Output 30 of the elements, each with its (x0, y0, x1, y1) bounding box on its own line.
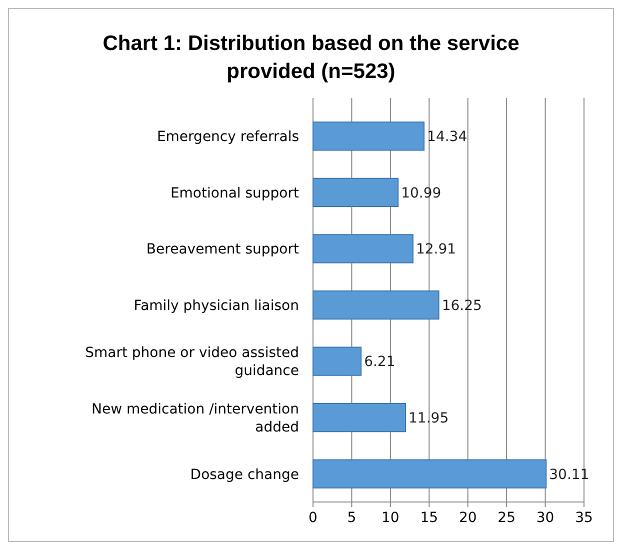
y-tick-label: Dosage change (190, 466, 299, 483)
bar (312, 122, 425, 151)
x-tick-label: 20 (458, 510, 477, 526)
y-tick-label: Smart phone or video assisted guidance (85, 345, 299, 380)
data-label: 11.95 (408, 410, 449, 426)
data-label: 14.34 (427, 129, 468, 146)
x-tick-label: 35 (575, 510, 593, 526)
x-tick-label: 10 (382, 510, 400, 526)
y-tick-label: Family physician liaison (134, 298, 299, 314)
bar (312, 290, 440, 320)
bar (312, 178, 399, 207)
data-label: 10.99 (401, 185, 442, 202)
y-tick-label: Emotional support (170, 185, 300, 202)
x-tick-label: 30 (536, 510, 554, 526)
data-label: 6.21 (364, 354, 396, 370)
chart-title: Chart 1: Distribution based on the service provided (n=523) (102, 32, 520, 83)
y-tick-label: New medication /intervention added (92, 401, 299, 436)
x-tick-label: 5 (347, 510, 356, 526)
data-label: 12.91 (416, 242, 456, 258)
bar (312, 403, 406, 432)
bar (312, 234, 414, 264)
x-tick-label: 15 (420, 510, 438, 526)
y-tick-label: Bereavement support (146, 242, 300, 258)
data-label: 30.11 (549, 466, 590, 483)
data-label: 16.25 (442, 298, 482, 314)
x-tick-label: 25 (498, 510, 516, 526)
bar (312, 346, 362, 376)
bar (312, 459, 547, 488)
x-tick-label: 0 (308, 510, 318, 526)
y-tick-label: Emergency referrals (156, 129, 299, 146)
